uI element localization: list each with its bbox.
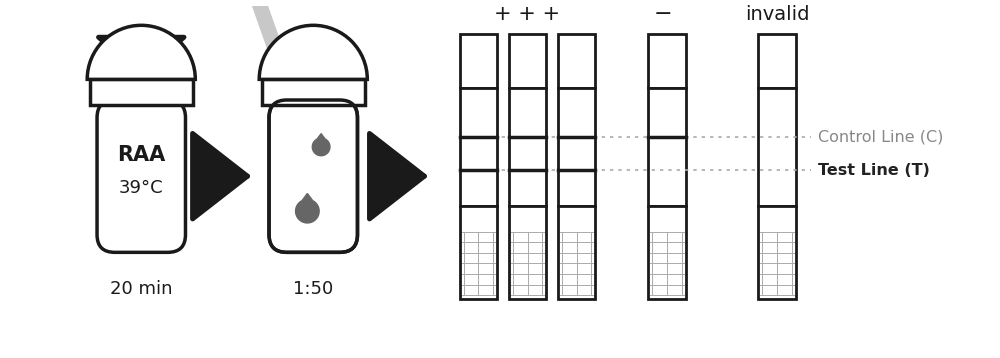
Bar xyxy=(262,79,365,105)
Bar xyxy=(460,34,497,88)
Bar xyxy=(460,205,497,299)
Bar xyxy=(758,88,796,205)
FancyBboxPatch shape xyxy=(99,205,184,250)
Text: invalid: invalid xyxy=(745,5,809,24)
Bar xyxy=(558,34,595,88)
Bar xyxy=(758,205,796,299)
Bar xyxy=(509,205,546,299)
Bar xyxy=(460,88,497,205)
Bar xyxy=(558,205,595,299)
Bar xyxy=(509,34,546,88)
Polygon shape xyxy=(296,193,319,223)
Text: Test Line (T): Test Line (T) xyxy=(818,163,930,178)
Bar xyxy=(648,34,686,88)
Bar xyxy=(648,205,686,299)
Bar xyxy=(758,34,796,88)
Text: Control Line (C): Control Line (C) xyxy=(818,130,944,145)
Polygon shape xyxy=(312,134,330,156)
Text: 20 min: 20 min xyxy=(110,280,173,298)
Wedge shape xyxy=(87,25,195,79)
Bar xyxy=(648,88,686,205)
Bar xyxy=(558,88,595,205)
FancyBboxPatch shape xyxy=(269,100,357,252)
Text: 39°C: 39°C xyxy=(119,179,164,197)
Bar xyxy=(90,79,193,105)
Text: −: − xyxy=(654,4,672,24)
Text: RAA: RAA xyxy=(117,145,165,165)
Text: 1:50: 1:50 xyxy=(293,280,333,298)
FancyBboxPatch shape xyxy=(97,100,185,252)
Wedge shape xyxy=(259,25,367,79)
Text: + + +: + + + xyxy=(494,4,561,24)
Bar xyxy=(509,88,546,205)
